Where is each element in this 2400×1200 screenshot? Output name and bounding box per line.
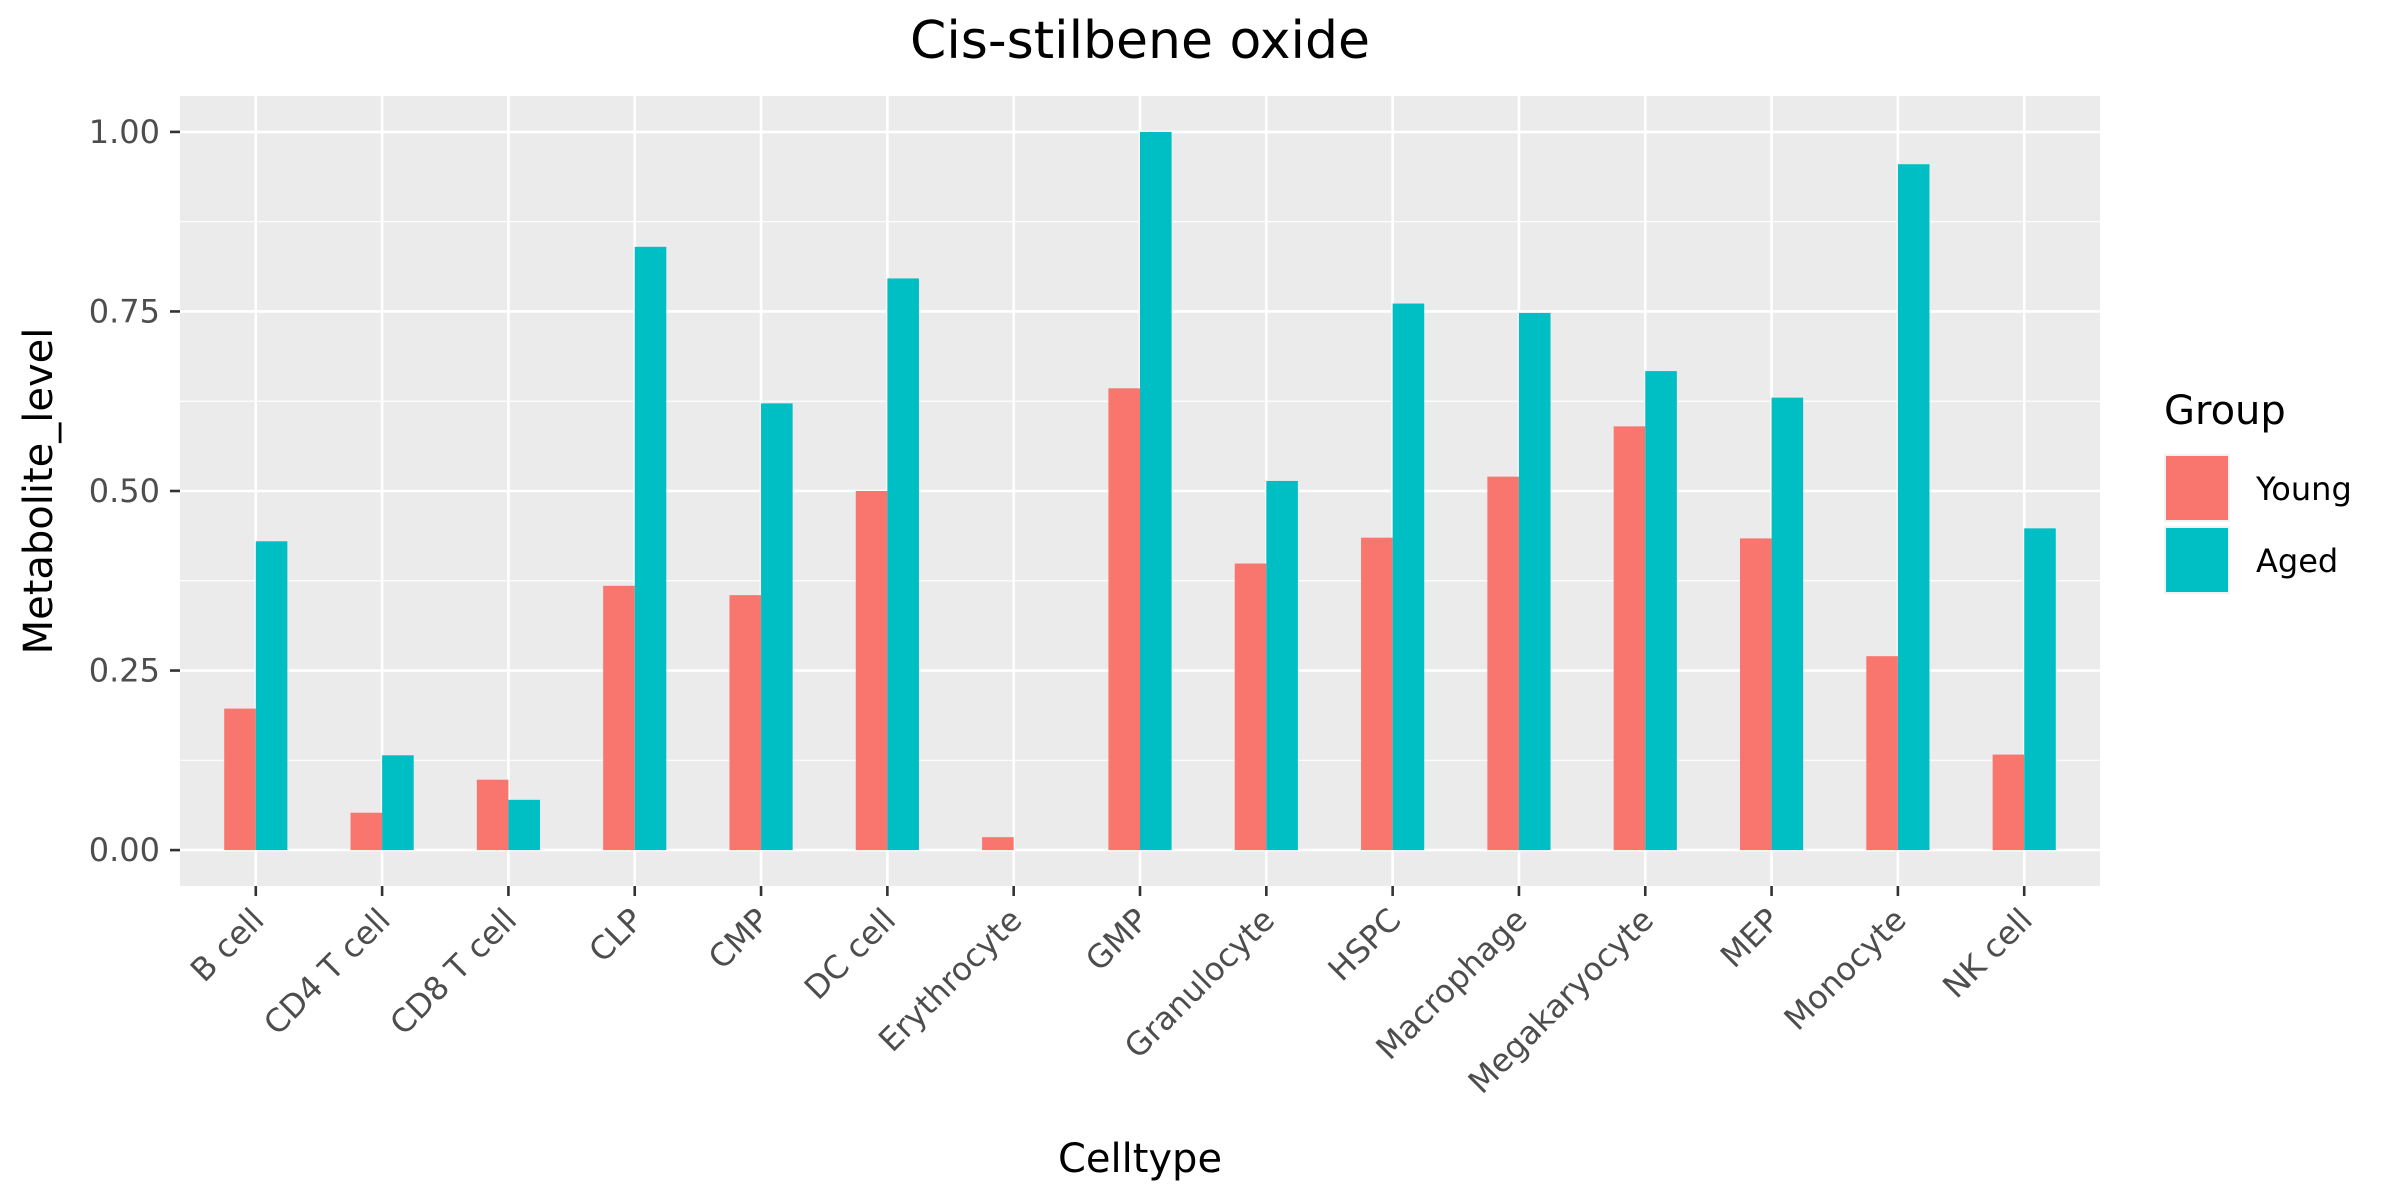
bar-young-gmp [1108,388,1140,851]
bar-young-cd4-t-cell [350,812,383,851]
bar-aged-hspc [1392,303,1425,851]
bar-young-clp [603,585,635,851]
bar-young-megakaryocyte [1613,426,1646,851]
x-tick-label: CD4 T cell [256,901,398,1043]
x-tick-label: Monocyte [1777,901,1914,1038]
y-tick-label: 0.75 [89,292,160,330]
bar-aged-b-cell [255,541,288,851]
bar-aged-monocyte [1897,164,1930,851]
y-axis-title: Metabolite_level [16,328,62,655]
bar-young-monocyte [1866,656,1898,851]
legend-label-aged: Aged [2256,542,2338,580]
x-tick-label: NK cell [1935,901,2040,1006]
bar-young-hspc [1361,537,1393,851]
bar-aged-dc-cell [887,278,919,851]
chart-title: Cis-stilbene oxide [910,11,1370,71]
legend-title: Group [2164,388,2286,434]
y-tick-label: 0.00 [89,831,160,869]
bar-aged-granulocyte [1266,480,1298,851]
bar-aged-mep [1771,397,1804,851]
y-tick-label: 0.50 [89,472,160,510]
x-tick-label: HSPC [1321,901,1409,989]
legend-key-aged [2166,528,2228,592]
bar-young-nk-cell [1992,754,2025,851]
bar-aged-cmp [761,403,793,851]
x-tick-label: CMP [701,901,777,977]
legend-label-young: Young [2255,470,2352,508]
legend: Group Young Aged [2164,388,2352,594]
bar-aged-cd4-t-cell [382,755,414,851]
bar-young-macrophage [1487,476,1519,851]
x-axis-title: Celltype [1058,1136,1222,1182]
x-tick-label: MEP [1713,901,1787,975]
bar-young-b-cell [224,708,256,851]
bar-aged-gmp [1140,131,1172,851]
y-tick-label: 1.00 [89,113,160,151]
bar-young-cmp [729,595,762,851]
x-tick-label: CLP [581,901,650,970]
bar-young-mep [1740,538,1772,851]
bar-young-erythrocyte [982,837,1014,851]
bars [224,131,2056,851]
bar-aged-megakaryocyte [1645,371,1677,851]
y-tick-label: 0.25 [89,652,160,690]
bar-aged-nk-cell [2024,528,2056,851]
bar-aged-macrophage [1518,312,1551,851]
bar-aged-cd8-t-cell [508,799,540,851]
legend-key-young [2166,456,2228,520]
x-tick-label: GMP [1078,901,1156,979]
x-tick-label: CD8 T cell [382,901,524,1043]
y-axis: 0.00 0.25 0.50 0.75 1.00 [89,113,180,869]
x-tick-label: DC cell [797,901,903,1007]
x-tick-label: B cell [183,901,272,990]
bar-young-cd8-t-cell [476,779,509,851]
bar-aged-clp [634,246,667,851]
bar-young-dc-cell [855,491,888,851]
bar-young-granulocyte [1234,563,1267,851]
